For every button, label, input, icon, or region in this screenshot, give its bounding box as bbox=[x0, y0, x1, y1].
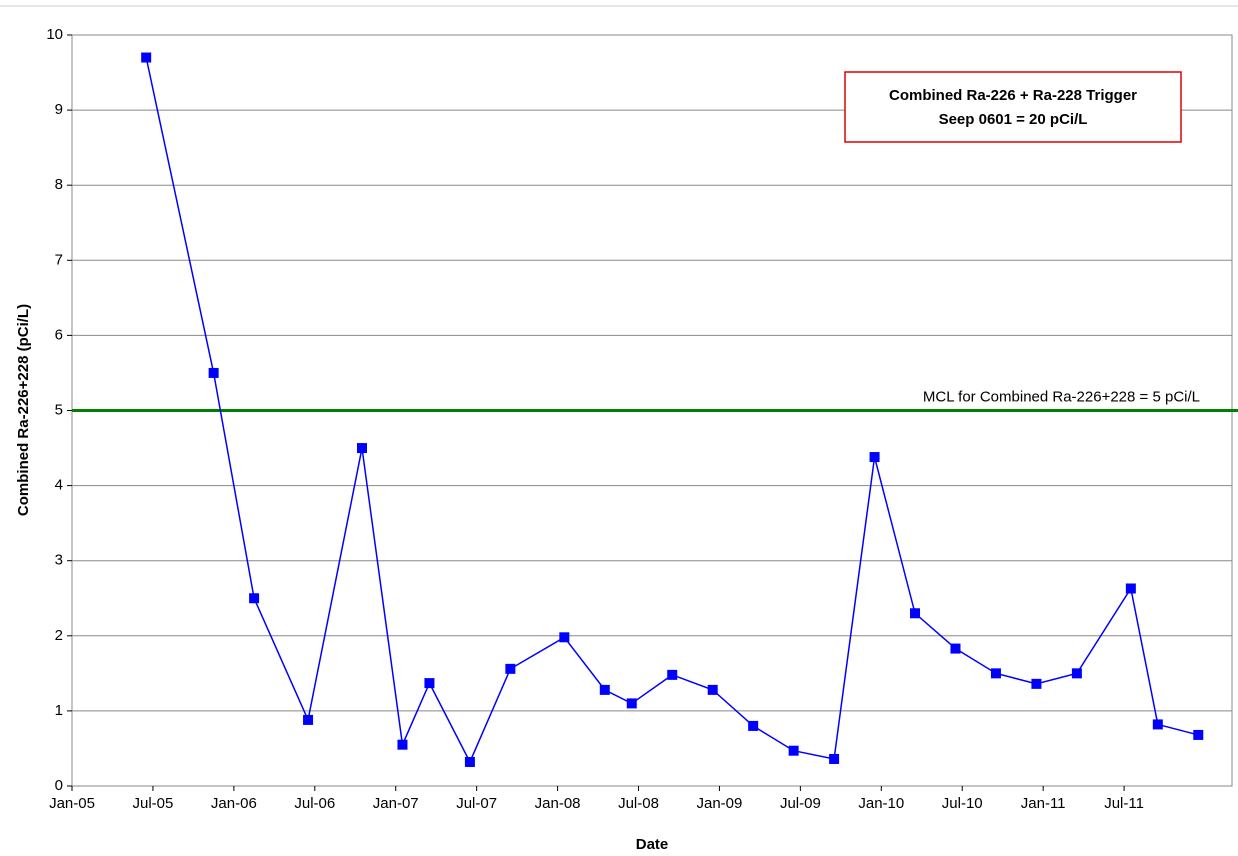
data-point bbox=[397, 739, 408, 750]
x-tick-label: Jan-06 bbox=[211, 795, 257, 812]
x-tick-label: Jul-07 bbox=[456, 795, 497, 812]
data-point bbox=[1031, 678, 1042, 689]
data-point bbox=[249, 593, 260, 604]
x-tick-label: Jul-06 bbox=[294, 795, 335, 812]
y-tick-label: 4 bbox=[55, 477, 63, 494]
y-tick-label: 2 bbox=[55, 627, 63, 644]
data-point bbox=[599, 684, 610, 695]
data-point bbox=[667, 669, 678, 680]
y-tick-label: 1 bbox=[55, 702, 63, 719]
x-tick-label: Jan-07 bbox=[373, 795, 419, 812]
y-tick-label: 9 bbox=[55, 101, 63, 118]
y-tick-label: 0 bbox=[55, 777, 63, 794]
x-tick-label: Jul-05 bbox=[133, 795, 174, 812]
annotation-line: Combined Ra-226 + Ra-228 Trigger bbox=[889, 87, 1137, 104]
data-point bbox=[1152, 719, 1163, 730]
x-axis-label: Date bbox=[636, 836, 669, 853]
reference-label: MCL for Combined Ra-226+228 = 5 pCi/L bbox=[923, 388, 1200, 405]
data-point bbox=[626, 698, 637, 709]
y-tick-label: 3 bbox=[55, 552, 63, 569]
data-point bbox=[303, 714, 314, 725]
y-tick-label: 8 bbox=[55, 176, 63, 193]
x-tick-label: Jan-08 bbox=[535, 795, 581, 812]
x-tick-label: Jan-05 bbox=[49, 795, 95, 812]
data-point bbox=[1193, 729, 1204, 740]
data-point bbox=[950, 643, 961, 654]
data-point bbox=[829, 753, 840, 764]
x-tick-label: Jul-10 bbox=[942, 795, 983, 812]
y-tick-label: 10 bbox=[46, 26, 63, 43]
data-point bbox=[505, 663, 516, 674]
x-tick-label: Jan-10 bbox=[858, 795, 904, 812]
data-point bbox=[869, 452, 880, 463]
annotation-box bbox=[844, 71, 1182, 143]
data-point bbox=[1071, 668, 1082, 679]
data-point bbox=[208, 367, 219, 378]
data-point bbox=[141, 52, 152, 63]
data-line bbox=[145, 57, 1199, 764]
data-point bbox=[559, 632, 570, 643]
data-point bbox=[748, 720, 759, 731]
y-tick-label: 5 bbox=[55, 401, 63, 418]
x-tick-label: Jul-09 bbox=[780, 795, 821, 812]
y-axis-label: Combined Ra-226+228 (pCi/L) bbox=[15, 304, 32, 516]
data-point bbox=[1125, 583, 1136, 594]
x-tick-label: Jan-11 bbox=[1021, 795, 1066, 812]
y-tick-label: 7 bbox=[55, 251, 63, 268]
data-point bbox=[424, 678, 435, 689]
data-point bbox=[707, 684, 718, 695]
data-point bbox=[910, 608, 921, 619]
x-tick-label: Jan-09 bbox=[697, 795, 743, 812]
data-point bbox=[357, 443, 367, 454]
data-point bbox=[464, 756, 475, 767]
data-point bbox=[990, 668, 1001, 679]
x-tick-label: Jul-11 bbox=[1104, 795, 1144, 812]
annotation-line: Seep 0601 = 20 pCi/L bbox=[939, 111, 1088, 128]
data-point bbox=[788, 745, 799, 756]
x-tick-label: Jul-08 bbox=[618, 795, 659, 812]
y-tick-label: 6 bbox=[55, 326, 63, 343]
